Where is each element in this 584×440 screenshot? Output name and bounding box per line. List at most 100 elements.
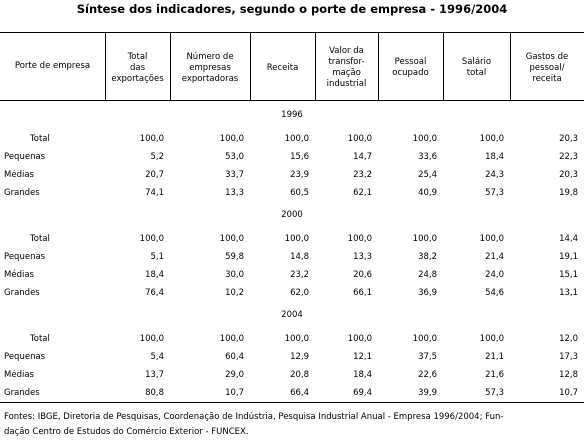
cell: 12,9 [290,352,309,362]
column-rule [105,32,106,100]
rule [0,402,584,403]
cell: 100,0 [284,234,309,244]
year-label: 2004 [281,310,303,320]
header-text: ocupado [392,68,429,78]
cell: 5,4 [150,352,164,362]
rule [0,100,584,101]
cell: 33,7 [225,170,244,180]
row-label: Médias [4,270,34,280]
cell: 15,1 [559,270,578,280]
year-label: 2000 [281,210,303,220]
row-label: Pequenas [4,152,46,162]
cell: 24,8 [418,270,437,280]
header-text: Valor da [329,46,364,56]
cell: 80,8 [145,388,164,398]
header-text: Número de [186,51,234,62]
header-text: mação [332,68,361,78]
cell: 19,1 [559,252,578,262]
cell: 62,1 [353,188,372,198]
cell: 20,3 [559,134,578,144]
header-text: total [466,68,487,78]
year-label: 1996 [281,110,303,120]
cell: 5,1 [150,252,164,262]
cell: 12,8 [559,370,578,380]
header-text: Gastos de [525,51,569,62]
cell: 100,0 [479,334,504,344]
cell: 23,2 [290,270,309,280]
header-text: empresas [189,62,231,73]
cell: 100,0 [284,334,309,344]
cell: 100,0 [284,134,309,144]
header-text: exportações [111,73,164,84]
cell: 13,3 [225,188,244,198]
cell: 10,7 [559,388,578,398]
cell: 24,0 [485,270,504,280]
cell: 66,1 [353,288,372,298]
row-label: Pequenas [4,352,46,362]
cell: 18,4 [145,270,164,280]
cell: 100,0 [139,334,164,344]
cell: 100,0 [219,334,244,344]
cell: 60,5 [290,188,309,198]
row-label: Total [30,334,50,344]
cell: 24,3 [485,170,504,180]
header-text: receita [532,73,562,84]
cell: 100,0 [347,134,372,144]
cell: 12,1 [353,352,372,362]
cell: 25,4 [418,170,437,180]
cell: 33,6 [418,152,437,162]
cell: 100,0 [347,334,372,344]
row-label: Grandes [4,288,40,298]
cell: 20,6 [353,270,372,280]
cell: 21,4 [485,252,504,262]
cell: 100,0 [219,134,244,144]
cell: 74,1 [145,188,164,198]
row-label: Médias [4,170,34,180]
cell: 37,5 [418,352,437,362]
column-rule [378,32,379,100]
column-rule [170,32,171,100]
cell: 39,9 [418,388,437,398]
cell: 21,6 [485,370,504,380]
cell: 22,6 [418,370,437,380]
cell: 20,7 [145,170,164,180]
cell: 22,3 [559,152,578,162]
header-text: das [129,62,146,73]
cell: 29,0 [225,370,244,380]
cell: 100,0 [412,334,437,344]
cell: 60,4 [225,352,244,362]
row-label: Grandes [4,188,40,198]
cell: 14,4 [559,234,578,244]
column-rule [315,32,316,100]
cell: 57,3 [485,388,504,398]
cell: 59,8 [225,252,244,262]
cell: 100,0 [412,234,437,244]
cell: 23,2 [353,170,372,180]
row-label: Pequenas [4,252,46,262]
rule [0,32,584,33]
header-text: pessoal/ [529,62,565,73]
cell: 100,0 [479,234,504,244]
cell: 17,3 [559,352,578,362]
cell: 40,9 [418,188,437,198]
cell: 100,0 [139,234,164,244]
cell: 100,0 [479,134,504,144]
cell: 15,6 [290,152,309,162]
cell: 14,8 [290,252,309,262]
cell: 5,2 [150,152,164,162]
cell: 38,2 [418,252,437,262]
cell: 13,7 [145,370,164,380]
row-label: Total [30,134,50,144]
cell: 23,9 [290,170,309,180]
header-text: transfor- [328,57,365,67]
header-text: industrial [326,79,367,89]
cell: 13,3 [353,252,372,262]
cell: 100,0 [139,134,164,144]
cell: 10,7 [225,388,244,398]
cell: 62,0 [290,288,309,298]
cell: 14,7 [353,152,372,162]
header-text: Receita [266,62,299,73]
cell: 20,8 [290,370,309,380]
header-text: Porte de empresa [14,61,91,71]
